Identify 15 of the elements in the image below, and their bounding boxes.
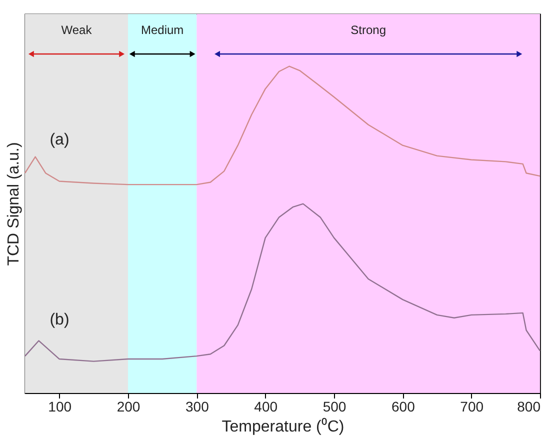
x-tick-label: 600 [391, 398, 416, 414]
x-tick-label: 500 [322, 398, 346, 414]
band-label: Medium [140, 23, 184, 37]
x-tick-label: 200 [116, 398, 140, 414]
annotation: (b) [50, 312, 70, 329]
band-label: Weak [61, 23, 93, 37]
x-axis-title: Temperature (⁰C) [222, 418, 344, 436]
y-axis-title: TCD Signal (a.u.) [6, 142, 22, 266]
x-tick-label: 100 [48, 398, 72, 414]
x-tick-label: 700 [460, 398, 484, 414]
x-tick-label: 400 [254, 398, 278, 414]
band-label: Strong [350, 23, 386, 37]
x-tick-label: 800 [517, 398, 541, 414]
x-tick-label: 300 [185, 398, 210, 414]
annotation: (a) [50, 132, 70, 149]
